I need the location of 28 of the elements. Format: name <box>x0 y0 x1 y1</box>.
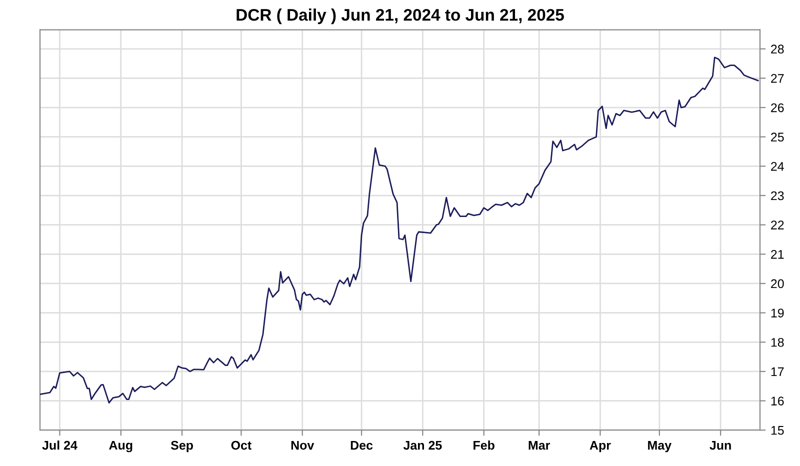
x-tick-label: Jun <box>710 440 731 450</box>
x-tick-label: Jan 25 <box>403 440 442 450</box>
y-tick-label: 19 <box>771 308 784 318</box>
chart-title: DCR ( Daily ) Jun 21, 2024 to Jun 21, 2025 <box>236 8 564 24</box>
x-tick-label: Oct <box>231 440 252 450</box>
line-series <box>40 56 759 404</box>
x-tick-label: Feb <box>474 440 494 450</box>
x-tick-label: Apr <box>590 440 611 452</box>
y-tick-label: 24 <box>771 162 784 171</box>
x-tick-label: Nov <box>291 440 314 450</box>
y-tick-label: 18 <box>771 338 784 347</box>
y-tick-label: 20 <box>771 279 784 288</box>
y-tick-label: 17 <box>771 367 784 376</box>
x-tick-label: Jul 24 <box>42 440 78 450</box>
y-tick-label: 26 <box>771 103 784 112</box>
y-tick-label: 16 <box>771 396 784 406</box>
x-tick-label: Mar <box>528 440 550 450</box>
y-tick-label: 22 <box>771 220 784 230</box>
x-tick-label: Aug <box>109 440 132 452</box>
y-tick-label: 15 <box>771 426 784 435</box>
y-tick-label: 27 <box>771 74 784 83</box>
x-tick-label: Dec <box>350 440 373 450</box>
y-tick-label: 21 <box>771 250 784 259</box>
y-tick-label: 25 <box>771 132 784 142</box>
y-tick-label: 28 <box>771 44 784 54</box>
x-tick-label: Sep <box>170 440 193 452</box>
x-tick-label: May <box>648 440 672 452</box>
y-tick-label: 23 <box>771 191 784 200</box>
